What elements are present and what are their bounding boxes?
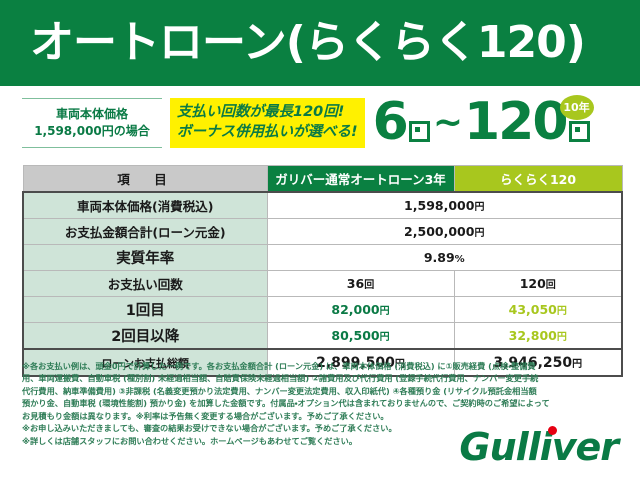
table-row: お支払い回数 36回 120回: [22, 270, 623, 297]
header-band: オートローン(らくらく120): [0, 0, 640, 86]
row-value-subsequent-payments-rakuraku: 32,800円: [453, 322, 623, 350]
unit-text: 回: [364, 280, 375, 291]
unit-text: 円: [474, 228, 485, 239]
row-label-subsequent-payments: 2回目以降: [22, 322, 268, 350]
column-header-rakuraku120: らくらく120: [453, 165, 623, 193]
row-value-payment-count-standard: 36回: [266, 270, 455, 297]
value-text: 32,800: [508, 328, 557, 343]
table-row-total: ローンお支払総額 2,899,500円 3,946,250円: [22, 348, 623, 377]
row-label-vehicle-price: 車両本体価格(消費税込): [22, 191, 268, 219]
row-value-payment-count-rakuraku: 120回: [453, 270, 623, 297]
value-text: 2,899,500: [316, 354, 395, 371]
table-row: 実質年率 9.89%: [22, 244, 623, 271]
row-value-vehicle-price: 1,598,000円: [266, 191, 623, 219]
gulliver-logo: Gulliver: [459, 425, 619, 469]
table-row: 1回目 82,000円 43,050円: [22, 296, 623, 323]
range-to-value: 120: [463, 92, 569, 153]
unit-text: 円: [556, 306, 567, 317]
promo-highlight-line2: ボーナス併用払いが選べる!: [177, 123, 358, 140]
fine-print-line-4: 預かり金、自動車税 (環境性能割) 預かり金) を加算した金額です。付属品・オプ…: [22, 398, 550, 409]
payment-count-range: 6 ~ 120 10年: [372, 92, 594, 153]
row-value-first-payment-standard: 82,000円: [266, 296, 455, 323]
promo-strip: 車両本体価格 1,598,000円の場合 支払い回数が最長120回! ボーナス併…: [0, 86, 640, 160]
value-text: 43,050: [508, 302, 557, 317]
row-label-total-payment-principal: お支払金額合計(ローン元金): [22, 218, 268, 245]
comparison-table: 項 目 ガリバー通常オートローン3年 らくらく120 車両本体価格(消費税込) …: [22, 165, 623, 377]
table-row: お支払金額合計(ローン元金) 2,500,000円: [22, 218, 623, 245]
value-text: 36: [346, 276, 365, 291]
row-label-first-payment: 1回目: [22, 296, 268, 323]
range-from-value: 6: [372, 92, 409, 153]
unit-text: 円: [379, 306, 390, 317]
vehicle-price-note-line2: 1,598,000円の場合: [34, 124, 150, 138]
unit-text: 円: [474, 202, 485, 213]
logo-dot-icon: [548, 426, 557, 435]
row-value-apr: 9.89%: [266, 244, 623, 271]
value-text: 82,000: [331, 302, 380, 317]
vehicle-price-note: 車両本体価格 1,598,000円の場合: [22, 97, 162, 149]
table-row: 車両本体価格(消費税込) 1,598,000円: [22, 191, 623, 219]
unit-text: 円: [556, 332, 567, 343]
table-row: 2回目以降 80,500円 32,800円: [22, 322, 623, 350]
row-label-payment-count: お支払い回数: [22, 270, 268, 297]
range-tilde: ~: [432, 101, 463, 143]
value-text: 1,598,000: [404, 198, 475, 213]
fine-print-line-3: 代行費用、納車準備費用) ③非課税 (名義変更預かり法定費用、ナンバー変更法定費…: [22, 385, 537, 396]
value-text: 120: [519, 276, 546, 291]
value-text: 3,946,250: [493, 354, 573, 371]
comparison-table-wrap: 項 目 ガリバー通常オートローン3年 らくらく120 車両本体価格(消費税込) …: [22, 165, 623, 377]
table-header-row: 項 目 ガリバー通常オートローン3年 らくらく120: [22, 165, 623, 193]
kai-box-icon: [568, 120, 590, 142]
fine-print: ※各お支払い例は、頭金0円で計算した一例です。各お支払金額合計 (ローン元金) …: [22, 360, 622, 447]
row-value-subsequent-payments-standard: 80,500円: [266, 322, 455, 350]
row-label-loan-grand-total: ローンお支払総額: [22, 348, 268, 377]
row-value-loan-grand-total-rakuraku: 3,946,250円: [453, 348, 623, 377]
logo-text: Gulliver: [459, 425, 619, 469]
unit-text: 円: [572, 358, 583, 370]
fine-print-line-2: 用、車両運搬費、自動車税 (種別割) 未経過相当額、自賠責保険未経過相当額) ②…: [22, 373, 539, 384]
vehicle-price-note-line1: 車両本体価格: [55, 106, 128, 121]
fine-print-line-1: ※各お支払い例は、頭金0円で計算した一例です。各お支払金額合計 (ローン元金) …: [22, 361, 536, 371]
row-label-apr: 実質年率: [22, 244, 268, 271]
unit-text: %: [454, 254, 465, 265]
column-header-standard-loan: ガリバー通常オートローン3年: [266, 165, 455, 193]
row-value-first-payment-rakuraku: 43,050円: [453, 296, 623, 323]
column-header-item: 項 目: [22, 165, 268, 193]
value-text: 2,500,000: [404, 224, 475, 239]
page-title: オートローン(らくらく120): [30, 17, 586, 68]
promo-highlight: 支払い回数が最長120回! ボーナス併用払いが選べる!: [170, 97, 365, 149]
kai-box-icon: [408, 120, 430, 142]
ten-year-badge: 10年: [559, 95, 594, 121]
unit-text: 円: [394, 358, 405, 370]
fine-print-line-7: ※詳しくは店舗スタッフにお問い合わせください。ホームページもあわせてご覧ください…: [22, 435, 358, 446]
promo-highlight-line1: 支払い回数が最長120回!: [177, 103, 345, 120]
unit-text: 円: [379, 332, 390, 343]
unit-text: 回: [545, 280, 556, 291]
value-text: 9.89: [423, 250, 455, 265]
fine-print-line-6: ※お申し込みいただきましても、審査の結果お受けできない場合がございます。予めご了…: [22, 423, 397, 434]
row-value-total-payment-principal: 2,500,000円: [266, 218, 623, 245]
fine-print-line-5: お見積もり金額は異なります。※利率は予告無く変更する場合がございます。予めご了承…: [22, 410, 389, 421]
value-text: 80,500: [331, 328, 380, 343]
